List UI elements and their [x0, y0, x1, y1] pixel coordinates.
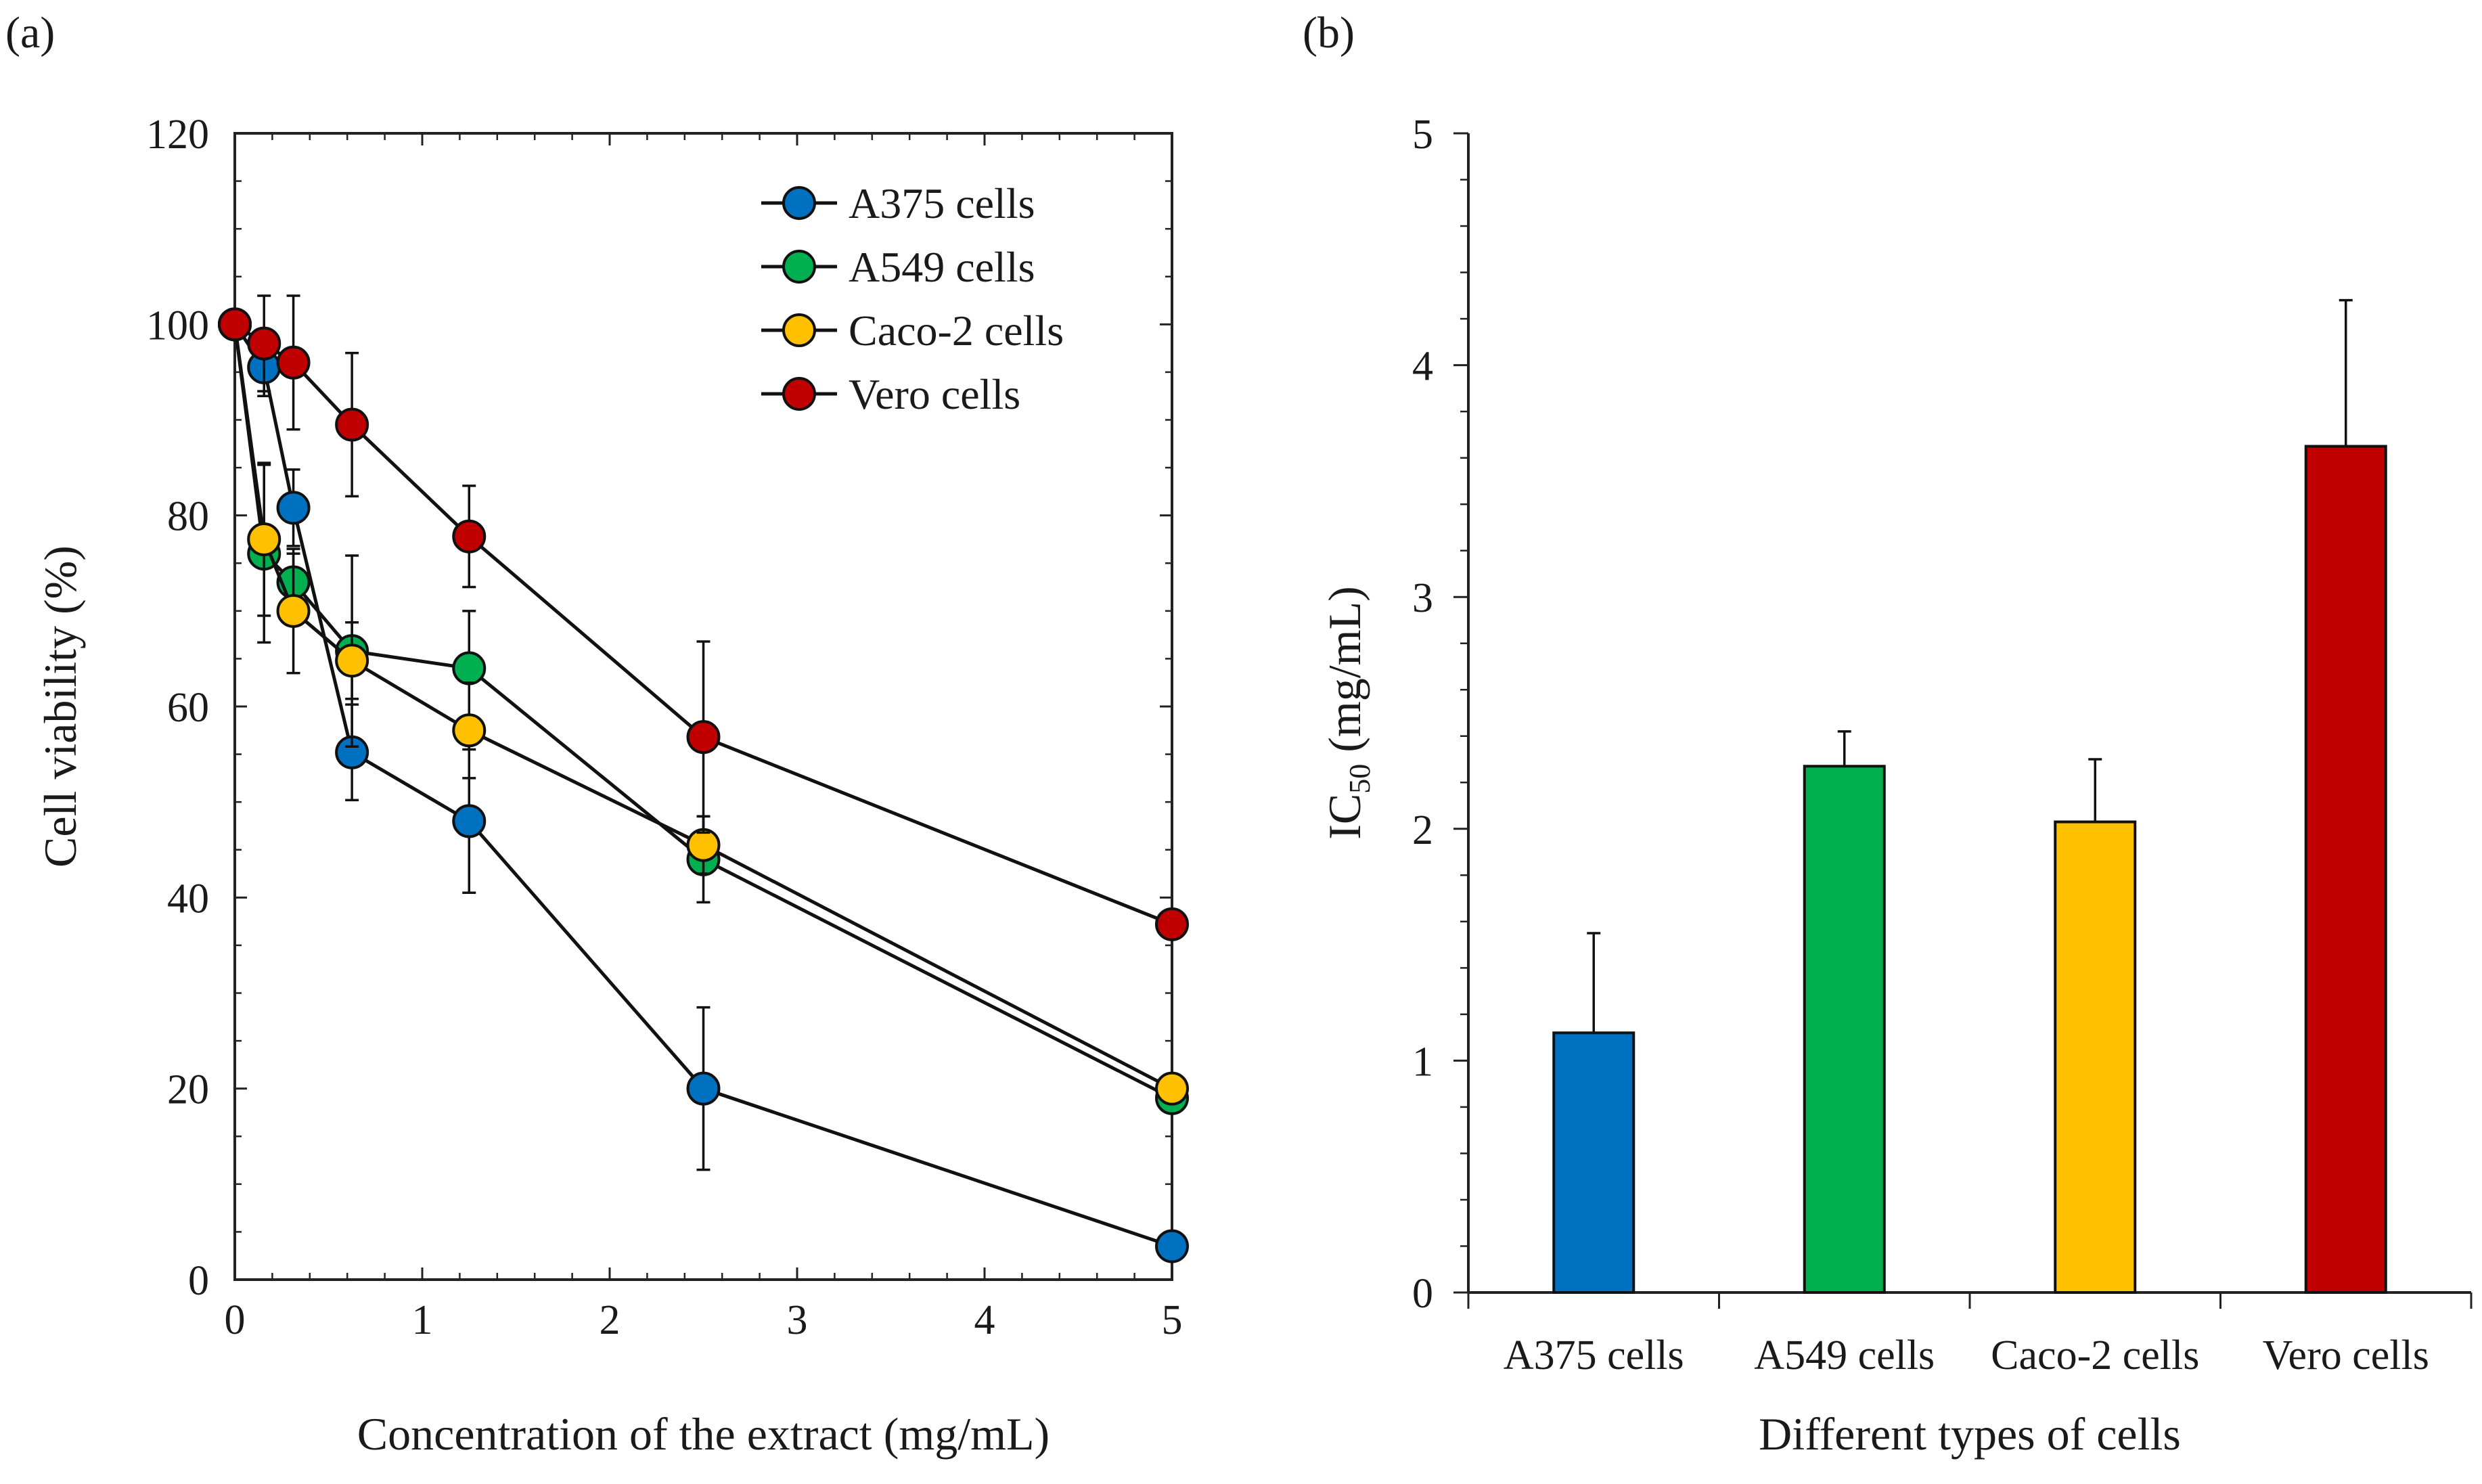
data-point: [335, 644, 369, 678]
data-point: [276, 491, 311, 525]
bar-vero-cells: [2304, 445, 2387, 1294]
y-axis-label-a: Cell viability (%): [35, 545, 86, 868]
category-label-b: Caco-2 cells: [1991, 1332, 2199, 1378]
series-vero-cells: [218, 294, 1189, 941]
data-point: [247, 326, 281, 361]
y-tick-label-b: 0: [1412, 1271, 1433, 1317]
data-point: [452, 713, 487, 748]
x-tick-label-a: 4: [974, 1297, 995, 1343]
y-tick-label-a: 120: [146, 112, 209, 158]
panel-label-b: (b): [1303, 8, 1355, 58]
panel-b-bar-chart: (b) 0 1 2 3 4 5 A375 cells A549 cells Caco-2 cell…: [1303, 8, 2473, 1460]
y-tick-label-b: 4: [1412, 344, 1433, 390]
y-tick-label-b: 2: [1412, 807, 1433, 853]
x-tick-label-a: 2: [600, 1297, 620, 1343]
panel-a-line-chart: (a) 0 20 40 60 80 100 120 0 1 2 3 4 5 Concentration of…: [5, 8, 1189, 1460]
data-point: [276, 593, 311, 628]
bar-caco-2-cells: [2054, 820, 2137, 1294]
panel-label-a: (a): [5, 8, 55, 58]
data-point: [452, 804, 487, 838]
data-point: [452, 651, 487, 685]
legend-label: Vero cells: [849, 370, 1020, 418]
data-point: [1155, 1071, 1189, 1106]
bar-a549-cells: [1803, 765, 1886, 1294]
data-point: [686, 720, 721, 755]
legend-marker: [782, 377, 816, 411]
category-label-b: Vero cells: [2263, 1332, 2429, 1378]
data-point: [276, 345, 311, 380]
category-label-b: A549 cells: [1754, 1332, 1935, 1378]
legend-marker: [782, 250, 816, 284]
x-tick-label-a: 1: [412, 1297, 433, 1343]
data-point: [686, 828, 721, 862]
y-axis-label-b: IC50 (mg/mL): [1319, 586, 1376, 840]
legend-a: A375 cells A549 cells Caco-2 cells Vero cel…: [761, 179, 1064, 418]
y-axis-label-tail: (mg/mL): [1319, 586, 1370, 764]
y-axis-label-sub: 50: [1343, 764, 1376, 794]
y-tick-label-a: 40: [167, 876, 209, 922]
legend-marker: [782, 313, 816, 347]
y-tick-label-a: 80: [167, 494, 209, 540]
y-tick-label-b: 5: [1412, 112, 1433, 158]
y-tick-label-b: 1: [1412, 1039, 1433, 1085]
x-tick-label-a: 5: [1162, 1297, 1183, 1343]
y-tick-label-b: 3: [1412, 575, 1433, 621]
y-axis-label-main: IC: [1319, 794, 1370, 840]
x-axis-label-b: Different types of cells: [1759, 1408, 2181, 1460]
x-tick-label-a: 3: [787, 1297, 808, 1343]
legend-label: A375 cells: [849, 179, 1035, 227]
data-point: [1155, 1229, 1189, 1263]
y-tick-label-a: 20: [167, 1067, 209, 1113]
legend-label: A549 cells: [849, 243, 1035, 291]
bar-a375-cells: [1552, 1031, 1635, 1294]
series-caco-2-cells: [218, 307, 1189, 1106]
y-tick-label-a: 60: [167, 685, 209, 731]
y-tick-label-a: 0: [188, 1258, 209, 1304]
data-point: [335, 407, 369, 442]
data-point: [218, 307, 252, 342]
y-tick-label-a: 100: [146, 302, 209, 348]
data-point: [686, 1071, 721, 1106]
data-point: [247, 522, 281, 556]
legend-label: Caco-2 cells: [849, 307, 1064, 355]
data-point: [452, 519, 487, 554]
x-tick-label-a: 0: [225, 1297, 246, 1343]
legend-marker: [782, 186, 816, 220]
x-axis-label-a: Concentration of the extract (mg/mL): [357, 1408, 1050, 1460]
data-point: [1155, 907, 1189, 941]
category-label-b: A375 cells: [1504, 1332, 1684, 1378]
